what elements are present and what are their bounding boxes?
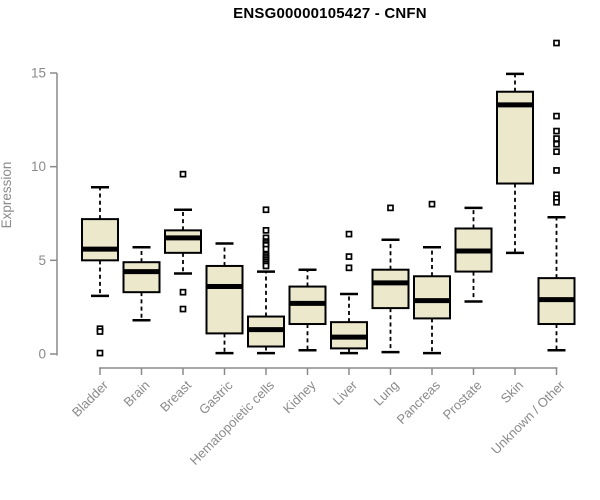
box-rect xyxy=(122,261,161,294)
x-category-label: Lung xyxy=(371,378,402,409)
chart-title: ENSG00000105427 - CNFN xyxy=(233,5,427,22)
box-rect xyxy=(413,275,451,320)
outlier-point xyxy=(262,206,270,214)
outlier-point xyxy=(553,135,560,142)
outlier-point xyxy=(179,305,187,313)
x-category-label: Unknown / Other xyxy=(488,377,568,457)
outlier-point xyxy=(553,127,560,135)
outlier-point xyxy=(345,253,353,260)
outlier-point xyxy=(96,349,104,357)
outlier-point xyxy=(553,148,560,156)
y-tick-label: 5 xyxy=(38,253,46,268)
x-category-label: Breast xyxy=(157,377,194,414)
x-category-label: Brain xyxy=(121,378,153,410)
outlier-point xyxy=(553,112,560,120)
x-category-label: Prostate xyxy=(440,378,485,423)
box-rect xyxy=(81,218,119,262)
y-tick-label: 15 xyxy=(31,66,46,81)
outlier-point xyxy=(262,262,270,270)
box-rect xyxy=(371,268,410,310)
outlier-point xyxy=(553,140,560,148)
outlier-point xyxy=(553,198,560,206)
outlier-point xyxy=(96,328,104,335)
x-category-label: Gastric xyxy=(196,377,236,417)
x-category-label: Skin xyxy=(498,378,526,406)
outlier-point xyxy=(262,227,270,234)
outlier-point xyxy=(345,230,353,238)
x-category-label: Bladder xyxy=(69,377,112,420)
box-rect xyxy=(164,229,202,254)
outlier-point xyxy=(262,245,270,253)
x-category-label: Pancreas xyxy=(394,377,444,427)
outlier-point xyxy=(345,264,353,272)
outlier-point xyxy=(387,204,394,212)
box-rect xyxy=(205,264,244,335)
outlier-point xyxy=(179,170,187,178)
x-category-label: Kidney xyxy=(280,377,319,416)
x-category-label: Liver xyxy=(330,377,361,408)
y-tick-label: 10 xyxy=(31,159,46,174)
y-tick-label: 0 xyxy=(38,347,46,362)
outlier-point xyxy=(553,167,560,174)
outlier-point xyxy=(179,288,187,296)
outlier-point xyxy=(553,39,560,47)
outlier-point xyxy=(428,200,436,208)
